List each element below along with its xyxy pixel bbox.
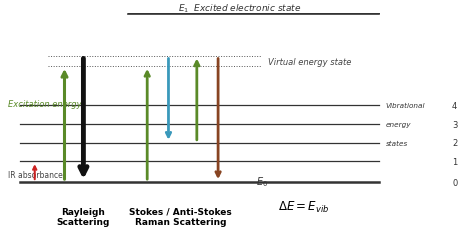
Text: Stokes / Anti-Stokes
Raman Scattering: Stokes / Anti-Stokes Raman Scattering <box>129 207 232 226</box>
Text: $E_0$: $E_0$ <box>256 174 268 188</box>
Text: Excitation energy: Excitation energy <box>8 99 82 108</box>
Text: 0: 0 <box>452 178 457 187</box>
Text: Virtual energy state: Virtual energy state <box>268 58 351 67</box>
Text: energy: energy <box>386 121 411 127</box>
Text: Vibrational: Vibrational <box>386 103 425 109</box>
Text: 2: 2 <box>452 138 457 148</box>
Text: 1: 1 <box>452 157 457 166</box>
Text: $\Delta E = E_{vib}$: $\Delta E = E_{vib}$ <box>277 199 329 214</box>
Text: 4: 4 <box>452 101 457 110</box>
Text: IR absorbance: IR absorbance <box>8 170 63 180</box>
Text: 3: 3 <box>452 120 457 129</box>
Text: states: states <box>386 140 408 146</box>
Text: Rayleigh
Scattering: Rayleigh Scattering <box>57 207 110 226</box>
Text: $E_1$  Excited electronic state: $E_1$ Excited electronic state <box>178 3 301 15</box>
